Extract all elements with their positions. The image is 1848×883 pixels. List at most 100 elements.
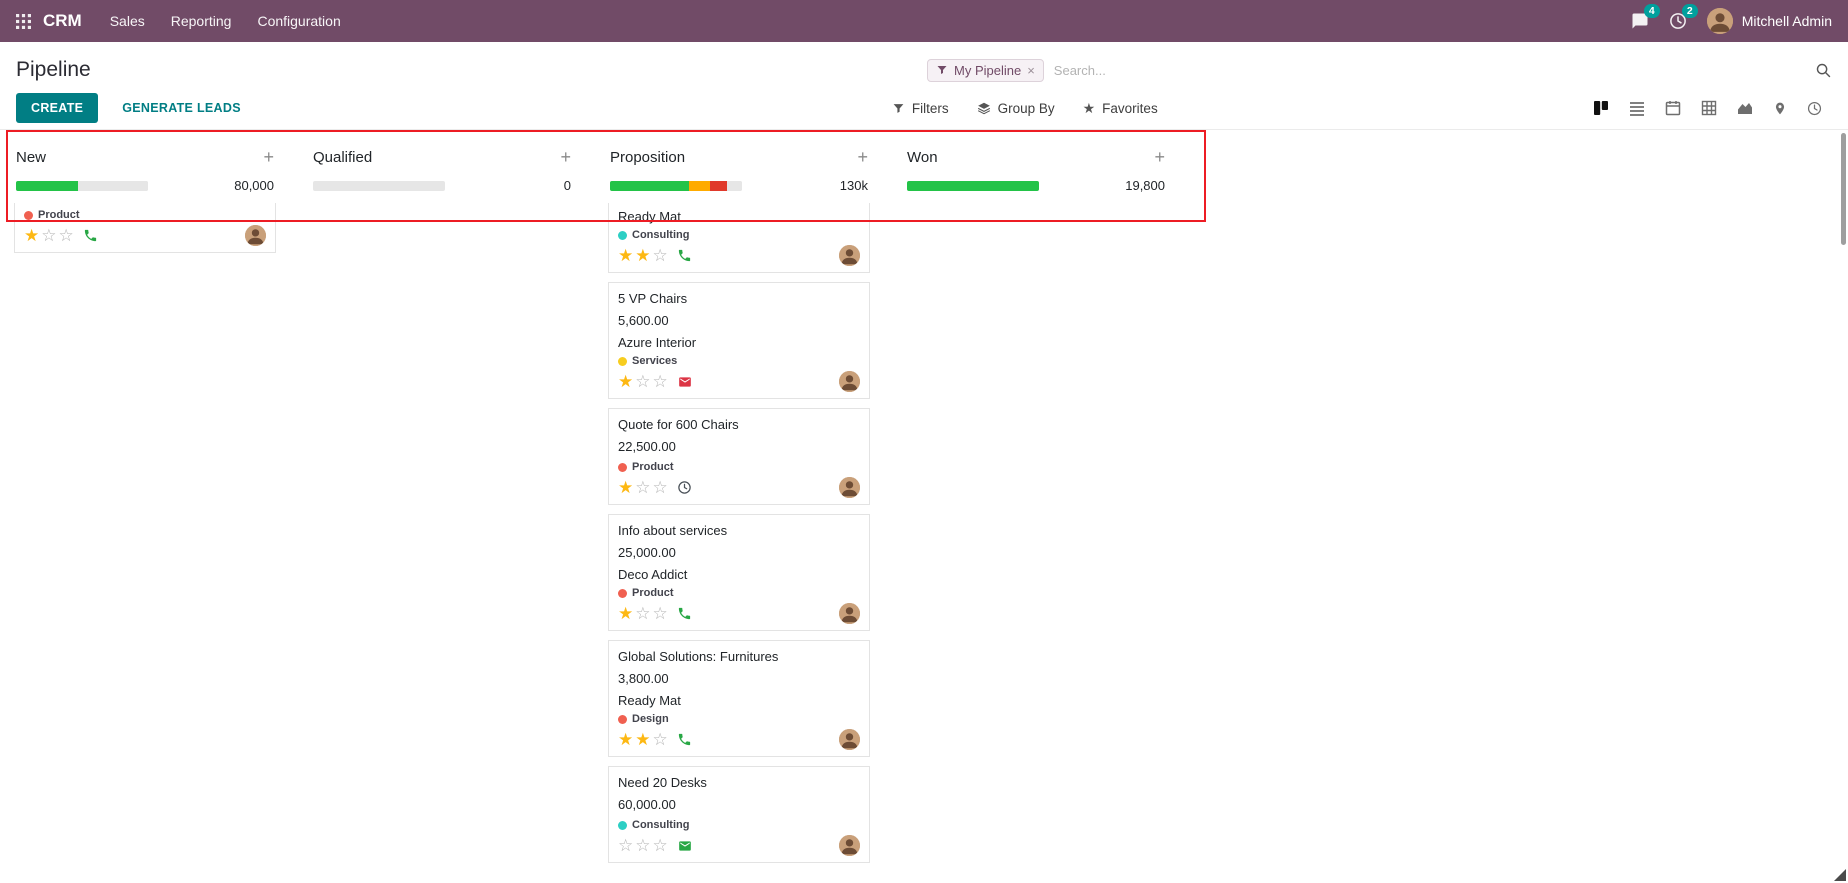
- vertical-scrollbar[interactable]: [1841, 133, 1846, 245]
- user-name: Mitchell Admin: [1741, 13, 1832, 29]
- view-pivot-button[interactable]: [1691, 95, 1727, 121]
- add-record-button[interactable]: +: [1154, 147, 1165, 167]
- user-avatar: [1706, 8, 1733, 34]
- priority-stars[interactable]: ★ ☆ ☆: [618, 372, 668, 391]
- progress-segment: [313, 180, 445, 191]
- facet-label: My Pipeline: [954, 62, 1022, 78]
- group-by-button[interactable]: Group By: [977, 101, 1055, 116]
- progress-segment: [727, 180, 742, 191]
- kanban-card[interactable]: Ready Mat Consulting ★ ★ ☆: [608, 203, 870, 273]
- card-amount: 60,000.00: [618, 797, 676, 812]
- column-progressbar[interactable]: [16, 180, 148, 191]
- progress-segment[interactable]: [610, 180, 690, 191]
- search-options: Filters Group By ★ Favorites: [892, 101, 1158, 116]
- priority-stars[interactable]: ★ ★ ☆: [618, 246, 668, 265]
- tag-label: Product: [38, 209, 80, 221]
- column-title: Proposition: [610, 148, 686, 166]
- filters-button[interactable]: Filters: [892, 101, 949, 116]
- search-facet-my-pipeline[interactable]: My Pipeline ×: [927, 58, 1044, 82]
- view-calendar-button[interactable]: [1655, 95, 1691, 121]
- kanban-column-new: New + 80,000 Product ★ ☆ ☆: [14, 140, 276, 863]
- facet-remove-icon[interactable]: ×: [1027, 62, 1035, 78]
- view-kanban-button[interactable]: [1583, 95, 1619, 121]
- column-progressbar[interactable]: [907, 180, 1039, 191]
- activities-badge: 2: [1681, 4, 1698, 18]
- add-record-button[interactable]: +: [263, 147, 274, 167]
- search-bar[interactable]: My Pipeline ×: [927, 58, 1832, 82]
- column-counter: 80,000: [234, 178, 274, 193]
- card-tag: Design: [618, 713, 860, 725]
- add-record-button[interactable]: +: [560, 147, 571, 167]
- filters-label: Filters: [911, 100, 949, 116]
- progress-segment[interactable]: [710, 180, 728, 191]
- graph-view-icon: [1738, 103, 1752, 114]
- search-input[interactable]: [1043, 58, 1815, 82]
- card-company: Ready Mat: [618, 693, 681, 708]
- view-activity-button[interactable]: [1797, 96, 1832, 121]
- tag-label: Product: [632, 587, 674, 599]
- favorites-button[interactable]: ★ Favorites: [1083, 101, 1158, 116]
- priority-stars[interactable]: ★ ☆ ☆: [618, 478, 668, 497]
- add-record-button[interactable]: +: [857, 147, 868, 167]
- card-amount: 5,600.00: [618, 313, 669, 328]
- activities-button[interactable]: 2: [1669, 4, 1698, 30]
- map-pin-icon: [1775, 102, 1785, 114]
- priority-stars[interactable]: ★ ★ ☆: [618, 730, 668, 749]
- progress-segment[interactable]: [16, 180, 79, 191]
- kanban-card[interactable]: Need 20 Desks 60,000.00 Consulting ☆ ☆ ☆: [608, 766, 870, 863]
- create-button[interactable]: CREATE: [16, 93, 99, 123]
- kanban-card[interactable]: Global Solutions: Furnitures 3,800.00 Re…: [608, 640, 870, 757]
- kanban-card[interactable]: 5 VP Chairs 5,600.00 Azure Interior Serv…: [608, 282, 870, 399]
- salesperson-avatar: [839, 603, 860, 624]
- tag-label: Design: [632, 713, 669, 725]
- nav-menu-sales[interactable]: Sales: [109, 13, 145, 29]
- progress-segment: [78, 180, 148, 191]
- view-map-button[interactable]: [1763, 96, 1797, 121]
- column-progressbar[interactable]: [313, 180, 445, 191]
- search-icon[interactable]: [1815, 62, 1832, 79]
- card-amount: 3,800.00: [618, 671, 669, 686]
- control-panel: Pipeline My Pipeline × CREATE GENERATE L…: [0, 42, 1848, 129]
- tag-color-dot: [618, 588, 627, 598]
- priority-stars[interactable]: ★ ☆ ☆: [618, 604, 668, 623]
- kanban-card[interactable]: Info about services 25,000.00 Deco Addic…: [608, 514, 870, 631]
- kanban-card[interactable]: Quote for 600 Chairs 22,500.00 Product ★…: [608, 408, 870, 505]
- filter-facet-icon: [937, 66, 947, 74]
- view-switcher: [1583, 95, 1832, 121]
- tag-color-dot: [618, 714, 627, 724]
- clock-icon[interactable]: [677, 480, 692, 495]
- generate-leads-button[interactable]: GENERATE LEADS: [116, 100, 247, 116]
- column-progressbar[interactable]: [610, 180, 742, 191]
- card-company: Deco Addict: [618, 567, 688, 582]
- card-company: Azure Interior: [618, 335, 697, 350]
- envelope-icon[interactable]: [677, 839, 693, 853]
- card-title: Info about services: [618, 523, 728, 538]
- phone-icon[interactable]: [677, 732, 692, 747]
- nav-menu-configuration[interactable]: Configuration: [257, 13, 341, 29]
- tag-label: Services: [632, 355, 678, 367]
- apps-grid-icon[interactable]: [16, 13, 31, 29]
- envelope-icon[interactable]: [677, 375, 693, 389]
- phone-icon[interactable]: [677, 248, 692, 263]
- priority-stars[interactable]: ★ ☆ ☆: [24, 226, 74, 245]
- messages-button[interactable]: 4: [1631, 4, 1660, 30]
- activity-clock-icon: [1807, 101, 1822, 115]
- progress-segment[interactable]: [907, 180, 1039, 191]
- user-menu[interactable]: Mitchell Admin: [1706, 8, 1832, 34]
- kanban-card[interactable]: Product ★ ☆ ☆: [14, 203, 276, 253]
- card-tag: Product: [618, 461, 860, 473]
- nav-menu-reporting[interactable]: Reporting: [170, 13, 232, 29]
- view-list-button[interactable]: [1619, 95, 1655, 121]
- app-name[interactable]: CRM: [43, 11, 82, 30]
- salesperson-avatar: [839, 729, 860, 750]
- tag-color-dot: [618, 230, 627, 240]
- column-counter: 0: [563, 178, 571, 193]
- messages-badge: 4: [1643, 4, 1660, 18]
- view-graph-button[interactable]: [1727, 95, 1763, 121]
- progress-segment[interactable]: [689, 180, 711, 191]
- phone-icon[interactable]: [83, 228, 98, 243]
- priority-stars[interactable]: ☆ ☆ ☆: [618, 836, 668, 855]
- column-title: Qualified: [313, 148, 373, 166]
- card-tag: Consulting: [618, 229, 860, 241]
- phone-icon[interactable]: [677, 606, 692, 621]
